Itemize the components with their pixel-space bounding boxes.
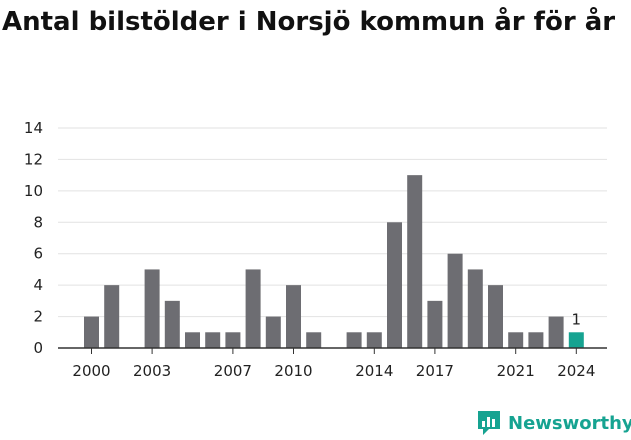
bar-2011 [306,332,322,348]
x-tick-label: 2021 [497,362,535,380]
y-tick-label: 14 [24,119,43,137]
bar-2009 [265,316,281,348]
bar-2010 [286,285,301,348]
grid-lines [58,127,607,318]
y-axis-tick-labels: 0 2 4 6 8 10 12 14 [24,119,43,357]
y-tick-label: 6 [33,245,43,263]
bar-2014 [366,332,382,348]
y-tick-label: 2 [33,308,43,326]
bar-2020 [488,285,503,348]
x-tick-label: 2014 [355,362,393,380]
bar-2019 [467,269,483,348]
data-labels: 1 [572,310,582,328]
x-tick-label: 2017 [416,362,454,380]
y-tick-label: 12 [24,150,43,168]
y-tick-label: 10 [24,182,43,200]
bar-2017 [427,300,443,348]
x-tick-label: 2024 [557,362,595,380]
data-label-2024: 1 [572,310,582,328]
x-axis-ticks [91,348,577,354]
chart-title: Antal bilstölder i Norsjö kommun år för … [2,7,616,37]
bar-2016 [407,175,423,348]
bar-2023 [548,316,564,348]
bar-2003 [144,269,160,348]
x-tick-label: 2007 [214,362,252,380]
bar-2006 [205,332,221,348]
y-tick-label: 4 [33,276,43,294]
bar-2021 [508,332,524,348]
x-tick-label: 2010 [274,362,312,380]
bars [84,175,584,348]
bar-2013 [346,332,362,348]
bar-2001 [104,285,120,348]
y-tick-label: 0 [33,339,43,357]
newsworthy-logo: Newsworthy [476,406,631,440]
newsworthy-chart-icon [478,411,500,435]
brand-name: Newsworthy [508,412,631,434]
bar-2005 [185,332,200,348]
bar-2022 [528,332,544,348]
x-tick-label: 2000 [72,362,110,380]
bar-2008 [245,269,261,348]
y-tick-label: 8 [33,213,43,231]
bar-2018 [447,253,463,348]
bar-2024 [568,332,584,348]
bar-2015 [387,222,402,348]
bar-2000 [84,316,99,348]
bar-2007 [225,332,241,348]
x-axis-tick-labels: 2000 2003 2007 2010 2014 2017 2021 2024 [72,362,595,380]
bar-2004 [164,300,180,348]
x-tick-label: 2003 [133,362,171,380]
